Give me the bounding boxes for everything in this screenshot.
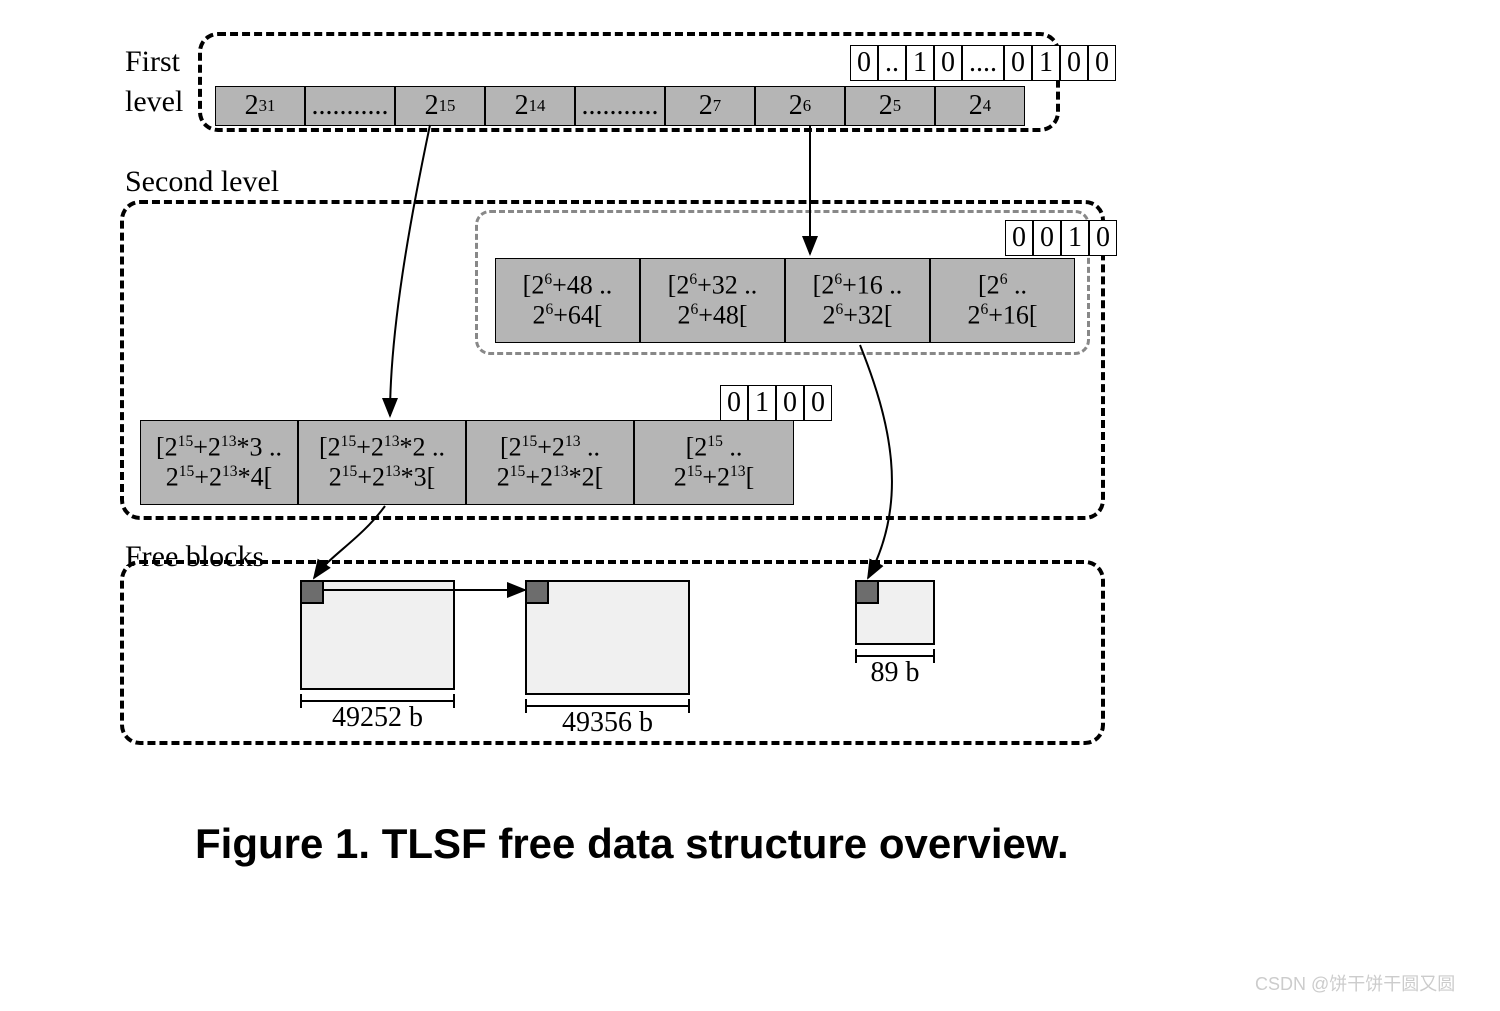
first-level-cell: 27 <box>665 86 755 126</box>
free-block-1 <box>300 580 455 690</box>
first-level-bit: 0 <box>1088 45 1116 81</box>
figure-caption: Figure 1. TLSF free data structure overv… <box>195 820 1069 868</box>
first-level-bit: 1 <box>906 45 934 81</box>
free-block-2-head <box>525 580 549 604</box>
second-level-a-cells: [26+48 ..26+64[[26+32 ..26+48[[26+16 ..2… <box>495 258 1075 343</box>
second-level-a-bit: 0 <box>1089 220 1117 256</box>
first-level-bit: 1 <box>1032 45 1060 81</box>
first-level-bit: .... <box>962 45 1004 81</box>
free-block-3 <box>855 580 935 645</box>
first-level-bit: 0 <box>1060 45 1088 81</box>
second-level-b-cells: [215+213*3 ..215+213*4[[215+213*2 ..215+… <box>140 420 794 505</box>
second-level-b-cell: [215+213*2 ..215+213*3[ <box>298 420 466 505</box>
first-level-label-2: level <box>125 85 183 119</box>
first-level-bit: 0 <box>934 45 962 81</box>
second-level-a-bit: 0 <box>1005 220 1033 256</box>
free-block-2 <box>525 580 690 695</box>
first-level-bit: 0 <box>1004 45 1032 81</box>
first-level-bitmap: 0..10....0100 <box>850 45 1116 81</box>
first-level-cell: 26 <box>755 86 845 126</box>
first-level-bit: .. <box>878 45 906 81</box>
second-level-a-bitmap: 0010 <box>1005 220 1117 256</box>
second-level-label: Second level <box>125 165 279 199</box>
second-level-b-bit: 0 <box>776 385 804 421</box>
free-block-1-size: 49252 b <box>300 702 455 734</box>
second-level-a-cell: [26+48 ..26+64[ <box>495 258 640 343</box>
second-level-a-bit: 0 <box>1033 220 1061 256</box>
watermark: CSDN @饼干饼干圆又圆 <box>1255 970 1455 996</box>
free-block-3-head <box>855 580 879 604</box>
first-level-cells: 231...........215214...........27262524 <box>215 86 1025 126</box>
second-level-b-bit: 1 <box>748 385 776 421</box>
second-level-b-bit: 0 <box>720 385 748 421</box>
second-level-a-cell: [26+16 ..26+32[ <box>785 258 930 343</box>
free-block-3-size: 89 b <box>845 657 945 689</box>
second-level-b-bitmap: 0100 <box>720 385 832 421</box>
second-level-b-bit: 0 <box>804 385 832 421</box>
first-level-cell: 214 <box>485 86 575 126</box>
second-level-a-bit: 1 <box>1061 220 1089 256</box>
second-level-a-cell: [26+32 ..26+48[ <box>640 258 785 343</box>
second-level-b-cell: [215 ..215+213[ <box>634 420 794 505</box>
first-level-cell: 231 <box>215 86 305 126</box>
first-level-cell: 25 <box>845 86 935 126</box>
first-level-cell: 24 <box>935 86 1025 126</box>
second-level-a-cell: [26 ..26+16[ <box>930 258 1075 343</box>
second-level-b-cell: [215+213 ..215+213*2[ <box>466 420 634 505</box>
first-level-label-1: First <box>125 45 180 79</box>
first-level-cell: ........... <box>575 86 665 126</box>
first-level-cell: 215 <box>395 86 485 126</box>
second-level-b-cell: [215+213*3 ..215+213*4[ <box>140 420 298 505</box>
first-level-cell: ........... <box>305 86 395 126</box>
first-level-bit: 0 <box>850 45 878 81</box>
free-block-1-head <box>300 580 324 604</box>
free-block-2-size: 49356 b <box>525 707 690 739</box>
